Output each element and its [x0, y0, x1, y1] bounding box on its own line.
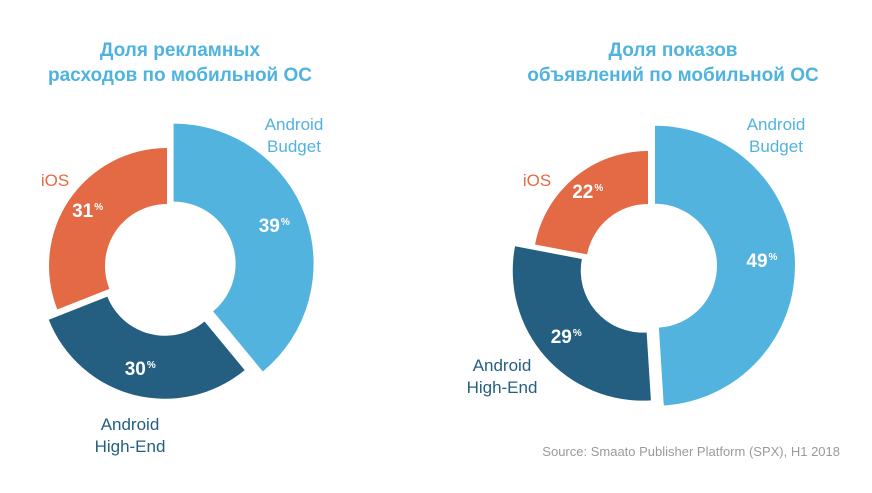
slice-label-line: High-End	[466, 378, 538, 397]
slice-label-line: Android	[264, 115, 324, 134]
slice-label-android-high-end: Android High-End	[452, 355, 552, 399]
chart-title-line: Доля показов	[608, 40, 738, 61]
chart-title-impressions: Доля показов объявлений по мобильной ОС	[508, 38, 838, 88]
slice-label-line: Android	[100, 415, 160, 434]
slice-label-line: Android	[472, 356, 532, 375]
slice-label-android-budget: Android Budget	[726, 114, 826, 158]
donut-slice	[535, 150, 648, 255]
chart-title-ad-spend: Доля рекламных расходов по мобильной ОС	[30, 38, 330, 88]
source-note: Source: Smaato Publisher Platform (SPX),…	[542, 444, 840, 459]
slice-value-label: 39%	[258, 216, 290, 238]
slice-label-line: Budget	[749, 137, 803, 156]
slice-value-label: 22%	[572, 182, 604, 204]
slice-label-ios: iOS	[20, 170, 90, 192]
slice-label-android-budget: Android Budget	[244, 114, 344, 158]
slice-label-android-high-end: Android High-End	[80, 414, 180, 458]
donut-chart-impressions	[512, 125, 795, 406]
donut-slice	[512, 246, 651, 401]
chart-title-line: объявлений по мобильной ОС	[527, 65, 819, 86]
slice-value-label: 30%	[124, 359, 156, 381]
donut-slice	[654, 125, 795, 406]
slice-label-ios: iOS	[502, 170, 572, 192]
slice-value-label: 31%	[72, 201, 104, 223]
donut-chart-ad-spend	[48, 123, 314, 399]
slice-label-line: iOS	[40, 171, 70, 190]
donut-slice	[173, 123, 314, 372]
slice-value-label: 49%	[746, 251, 778, 273]
chart-title-line: Доля рекламных	[99, 40, 261, 61]
slice-label-line: Budget	[267, 137, 321, 156]
donut-slice	[49, 148, 167, 310]
slice-label-line: Android	[746, 115, 806, 134]
chart-title-line: расходов по мобильной ОС	[47, 65, 313, 86]
slice-label-line: High-End	[94, 437, 166, 456]
slice-value-label: 29%	[550, 327, 582, 349]
donut-slice	[48, 296, 245, 399]
slice-label-line: iOS	[522, 171, 552, 190]
